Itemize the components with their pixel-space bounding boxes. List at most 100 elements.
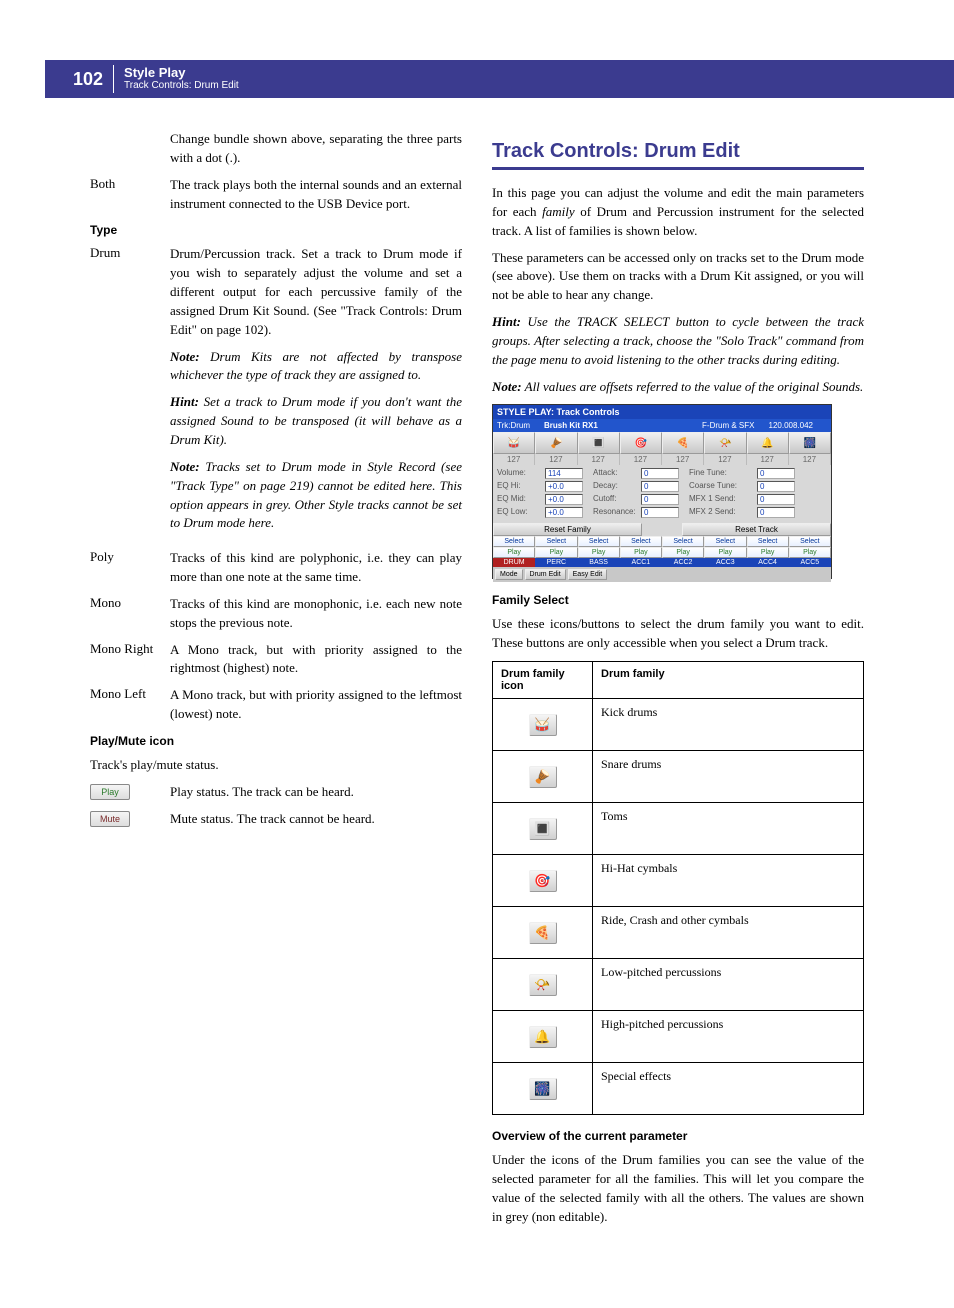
family-select-text: Use these icons/buttons to select the dr… bbox=[492, 615, 864, 653]
drum-family-icon: 🔔 bbox=[529, 1026, 557, 1048]
ss-info-bar: Trk:Drum Brush Kit RX1 F-Drum & SFX 120.… bbox=[493, 419, 831, 432]
term-drum: Drum bbox=[90, 245, 170, 541]
ss-value-row: 127127127127127127127127 bbox=[493, 454, 831, 465]
subhead-type: Type bbox=[90, 223, 462, 237]
select-button[interactable]: Select bbox=[789, 536, 831, 547]
left-column: Change bundle shown above, separating th… bbox=[90, 130, 462, 1235]
drum-family-icon: 📯 bbox=[529, 974, 557, 996]
drum-family-name: Snare drums bbox=[593, 751, 864, 803]
table-row: 🪘Snare drums bbox=[493, 751, 864, 803]
term-poly: Poly bbox=[90, 549, 170, 587]
ss-play-row: PlayPlayPlayPlayPlayPlayPlayPlay bbox=[493, 547, 831, 558]
ss-reset-row: Reset Family Reset Track bbox=[493, 523, 831, 536]
select-button[interactable]: Select bbox=[747, 536, 789, 547]
header-divider bbox=[113, 65, 114, 93]
family-value: 127 bbox=[704, 454, 746, 465]
term-mono-left: Mono Left bbox=[90, 686, 170, 724]
drum-family-name: Low-pitched percussions bbox=[593, 959, 864, 1011]
family-icon[interactable]: 🥁 bbox=[493, 432, 535, 454]
ss-title: STYLE PLAY: Track Controls bbox=[493, 405, 831, 419]
desc-mono-left: A Mono track, but with priority assigned… bbox=[170, 686, 462, 724]
family-value: 127 bbox=[578, 454, 620, 465]
drum-edit-p1: In this page you can adjust the volume a… bbox=[492, 184, 864, 241]
track-tab-acc5[interactable]: ACC5 bbox=[789, 558, 831, 567]
table-row: 🎆Special effects bbox=[493, 1063, 864, 1115]
drum-family-name: Toms bbox=[593, 803, 864, 855]
mute-status-text: Mute status. The track cannot be heard. bbox=[170, 810, 462, 829]
play-button[interactable]: Play bbox=[789, 547, 831, 558]
table-row: 🍕Ride, Crash and other cymbals bbox=[493, 907, 864, 959]
section-heading: Track Controls: Drum Edit bbox=[492, 140, 864, 163]
drum-edit-note: Note: All values are offsets referred to… bbox=[492, 378, 864, 397]
track-tab-acc1[interactable]: ACC1 bbox=[620, 558, 662, 567]
header-title: Style Play bbox=[124, 66, 239, 80]
drum-family-name: Ride, Crash and other cymbals bbox=[593, 907, 864, 959]
reset-family-button[interactable]: Reset Family bbox=[493, 523, 642, 536]
subhead-play-mute: Play/Mute icon bbox=[90, 734, 462, 748]
play-button[interactable]: Play bbox=[578, 547, 620, 558]
header-text: Style Play Track Controls: Drum Edit bbox=[124, 66, 239, 92]
bottom-tab[interactable]: Mode bbox=[495, 569, 523, 580]
subhead-overview: Overview of the current parameter bbox=[492, 1129, 864, 1143]
track-tab-acc3[interactable]: ACC3 bbox=[704, 558, 746, 567]
track-tab-acc2[interactable]: ACC2 bbox=[662, 558, 704, 567]
drum-edit-p2: These parameters can be accessed only on… bbox=[492, 249, 864, 306]
select-button[interactable]: Select bbox=[493, 536, 535, 547]
track-tab-drum[interactable]: DRUM bbox=[493, 558, 535, 567]
bottom-tab[interactable]: Drum Edit bbox=[525, 569, 566, 580]
table-col-family: Drum family bbox=[593, 662, 864, 699]
desc-both: The track plays both the internal sounds… bbox=[170, 176, 462, 214]
family-icon[interactable]: 📯 bbox=[704, 432, 746, 454]
family-icon[interactable]: 🎯 bbox=[620, 432, 662, 454]
select-button[interactable]: Select bbox=[578, 536, 620, 547]
desc-mono-right: A Mono track, but with priority assigned… bbox=[170, 641, 462, 679]
play-status-icon: Play bbox=[90, 784, 130, 800]
family-value: 127 bbox=[789, 454, 831, 465]
select-button[interactable]: Select bbox=[662, 536, 704, 547]
drum-family-name: High-pitched percussions bbox=[593, 1011, 864, 1063]
ss-family-icons: 🥁🪘🔳🎯🍕📯🔔🎆 bbox=[493, 432, 831, 454]
drum-family-icon: 🥁 bbox=[529, 714, 557, 736]
family-icon[interactable]: 🍕 bbox=[662, 432, 704, 454]
family-value: 127 bbox=[747, 454, 789, 465]
desc-poly: Tracks of this kind are polyphonic, i.e.… bbox=[170, 549, 462, 587]
play-button[interactable]: Play bbox=[704, 547, 746, 558]
select-button[interactable]: Select bbox=[535, 536, 577, 547]
family-icon[interactable]: 🪘 bbox=[535, 432, 577, 454]
family-value: 127 bbox=[662, 454, 704, 465]
reset-track-button[interactable]: Reset Track bbox=[682, 523, 831, 536]
play-mute-intro: Track's play/mute status. bbox=[90, 756, 462, 775]
track-tab-bass[interactable]: BASS bbox=[578, 558, 620, 567]
select-button[interactable]: Select bbox=[620, 536, 662, 547]
play-button[interactable]: Play bbox=[662, 547, 704, 558]
subhead-family-select: Family Select bbox=[492, 593, 864, 607]
table-col-icon: Drum family icon bbox=[493, 662, 593, 699]
select-button[interactable]: Select bbox=[704, 536, 746, 547]
play-button[interactable]: Play bbox=[493, 547, 535, 558]
ss-select-row: SelectSelectSelectSelectSelectSelectSele… bbox=[493, 536, 831, 547]
play-button[interactable]: Play bbox=[620, 547, 662, 558]
family-icon[interactable]: 🔔 bbox=[747, 432, 789, 454]
ss-bottom-tabs: ModeDrum EditEasy Edit bbox=[493, 567, 831, 582]
family-icon[interactable]: 🔳 bbox=[578, 432, 620, 454]
table-row: 🎯 Hi-Hat cymbals bbox=[493, 855, 864, 907]
family-value: 127 bbox=[493, 454, 535, 465]
header-subtitle: Track Controls: Drum Edit bbox=[124, 80, 239, 92]
play-button[interactable]: Play bbox=[535, 547, 577, 558]
drum-family-icon: 🎯 bbox=[529, 870, 557, 892]
drum-family-icon: 🔳 bbox=[529, 818, 557, 840]
bottom-tab[interactable]: Easy Edit bbox=[568, 569, 608, 580]
ss-track-row: DRUMPERCBASSACC1ACC2ACC3ACC4ACC5 bbox=[493, 558, 831, 567]
play-status-text: Play status. The track can be heard. bbox=[170, 783, 462, 802]
family-icon[interactable]: 🎆 bbox=[789, 432, 831, 454]
screenshot-track-controls: STYLE PLAY: Track Controls Trk:Drum Brus… bbox=[492, 404, 832, 579]
play-button[interactable]: Play bbox=[747, 547, 789, 558]
track-tab-perc[interactable]: PERC bbox=[535, 558, 577, 567]
family-value: 127 bbox=[620, 454, 662, 465]
term-mono-right: Mono Right bbox=[90, 641, 170, 679]
table-row: 🔳 Toms bbox=[493, 803, 864, 855]
track-tab-acc4[interactable]: ACC4 bbox=[747, 558, 789, 567]
drum-family-name: Hi-Hat cymbals bbox=[593, 855, 864, 907]
ss-params: Volume:114Attack:0Fine Tune:0EQ Hi:+0.0D… bbox=[493, 465, 831, 521]
mute-status-icon: Mute bbox=[90, 811, 130, 827]
